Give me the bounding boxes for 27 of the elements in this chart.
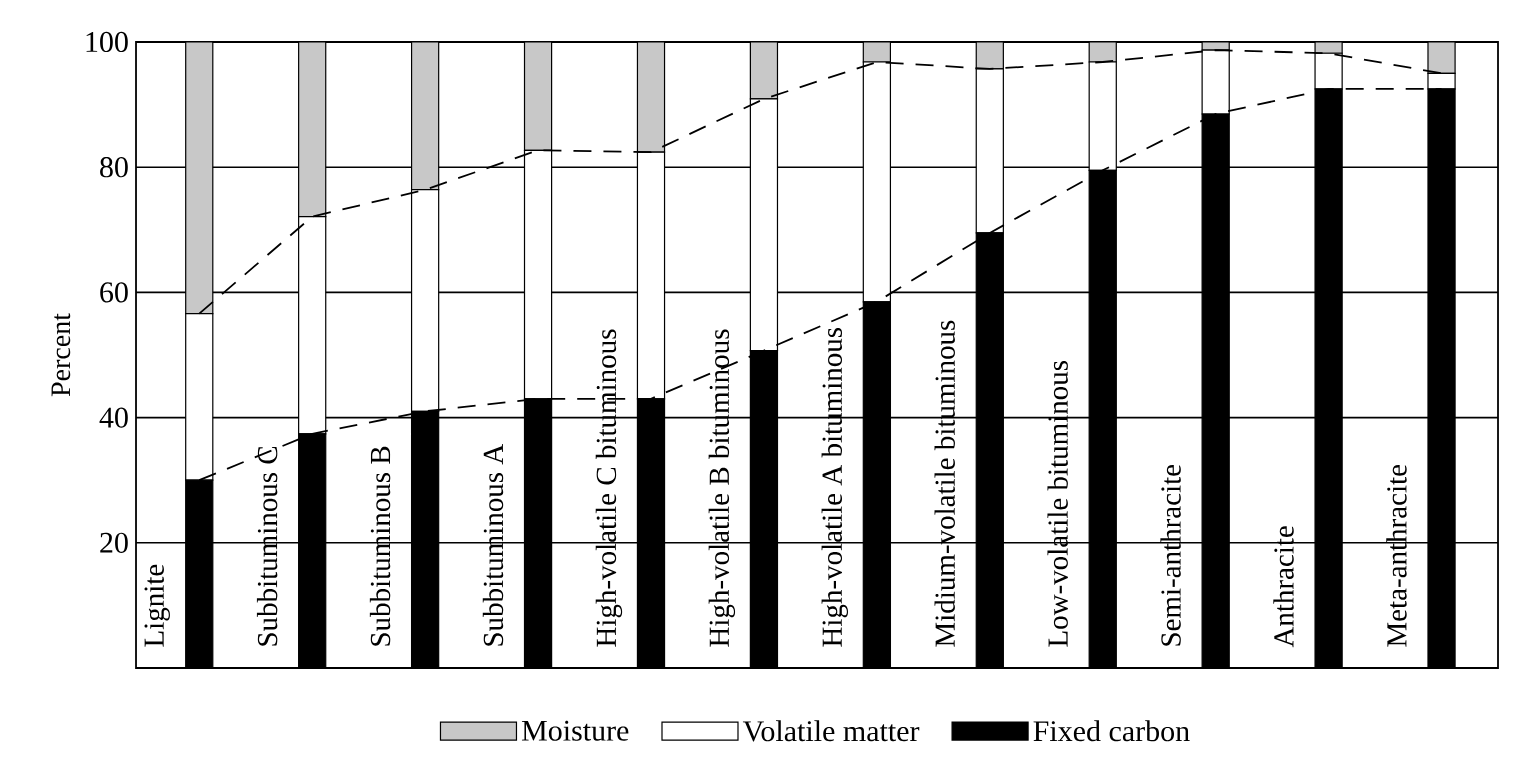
bar xyxy=(749,41,779,100)
x-tick-label: Semi-anthracite xyxy=(1160,464,1181,646)
x-tick-label: Subbituminous A xyxy=(482,443,504,646)
x-tick-label: High-volatile C bituminous xyxy=(595,329,623,647)
y-tick-label: 80 xyxy=(100,157,128,178)
bar xyxy=(185,41,214,315)
legend-label: Moisture xyxy=(521,720,629,741)
x-tick-label: Midium-volatile bituminous xyxy=(934,320,955,647)
y-tick-label: 20 xyxy=(100,532,128,553)
x-tick-label: Meta-anthracite xyxy=(1386,465,1407,647)
bar xyxy=(410,41,440,191)
bar xyxy=(298,41,327,218)
y-tick-label: 60 xyxy=(100,282,128,303)
legend-label: Fixed carbon xyxy=(1033,720,1190,742)
bar xyxy=(636,41,666,153)
bar xyxy=(523,41,553,151)
x-tick-label: Lignite xyxy=(144,564,170,647)
y-tick-label: 100 xyxy=(86,31,128,53)
x-tick-label: Low-volatile bituminous xyxy=(1047,361,1068,647)
x-tick-label: High-volatile B bituminous xyxy=(708,329,736,647)
x-tick-label: Subbituminous B xyxy=(369,446,391,646)
y-tick-label: 40 xyxy=(99,407,128,428)
x-tick-label: High-volatile A bituminous xyxy=(821,327,848,647)
legend-label: Volatile matter xyxy=(742,720,920,742)
x-tick-label: Anthracite xyxy=(1273,526,1294,648)
y-axis-title: Percent xyxy=(51,313,71,397)
x-tick-label: Subbituminous C xyxy=(256,446,278,646)
